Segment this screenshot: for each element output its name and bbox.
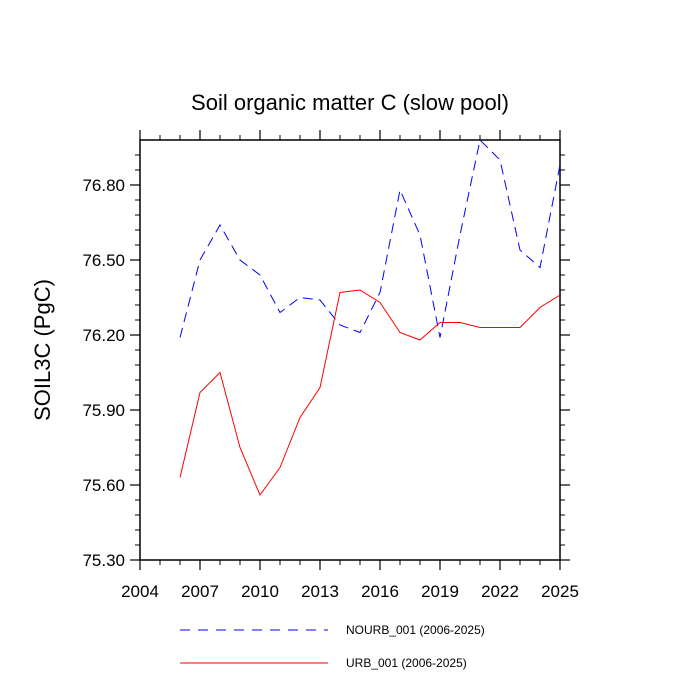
y-tick-label: 76.50 (82, 251, 125, 270)
x-tick-label: 2004 (121, 582, 159, 601)
chart-title: Soil organic matter C (slow pool) (191, 90, 509, 115)
legend-label: NOURB_001 (2006-2025) (346, 623, 485, 637)
series-line-urb (179, 289, 561, 497)
x-tick-label: 2007 (181, 582, 219, 601)
x-tick-label: 2010 (241, 582, 279, 601)
series-line-nourb (179, 138, 561, 338)
x-tick-label: 2013 (301, 582, 339, 601)
x-tick-label: 2025 (541, 582, 579, 601)
x-tick-label: 2016 (361, 582, 399, 601)
y-tick-label: 75.30 (82, 551, 125, 570)
plot-frame (139, 139, 561, 561)
legend-label: URB_001 (2006-2025) (346, 656, 467, 670)
y-tick-label: 75.90 (82, 401, 125, 420)
legend: NOURB_001 (2006-2025) URB_001 (2006-2025) (180, 623, 485, 670)
y-tick-label: 75.60 (82, 476, 125, 495)
plot-area: 2004 2007 2010 2013 2016 2019 2022 2025 75.30 75.… (82, 130, 579, 601)
y-tick-label: 76.20 (82, 326, 125, 345)
y-axis-label: SOIL3C (PgC) (30, 279, 55, 421)
x-tick-label: 2019 (421, 582, 459, 601)
y-tick-label: 76.80 (82, 176, 125, 195)
x-tick-label: 2022 (481, 582, 519, 601)
